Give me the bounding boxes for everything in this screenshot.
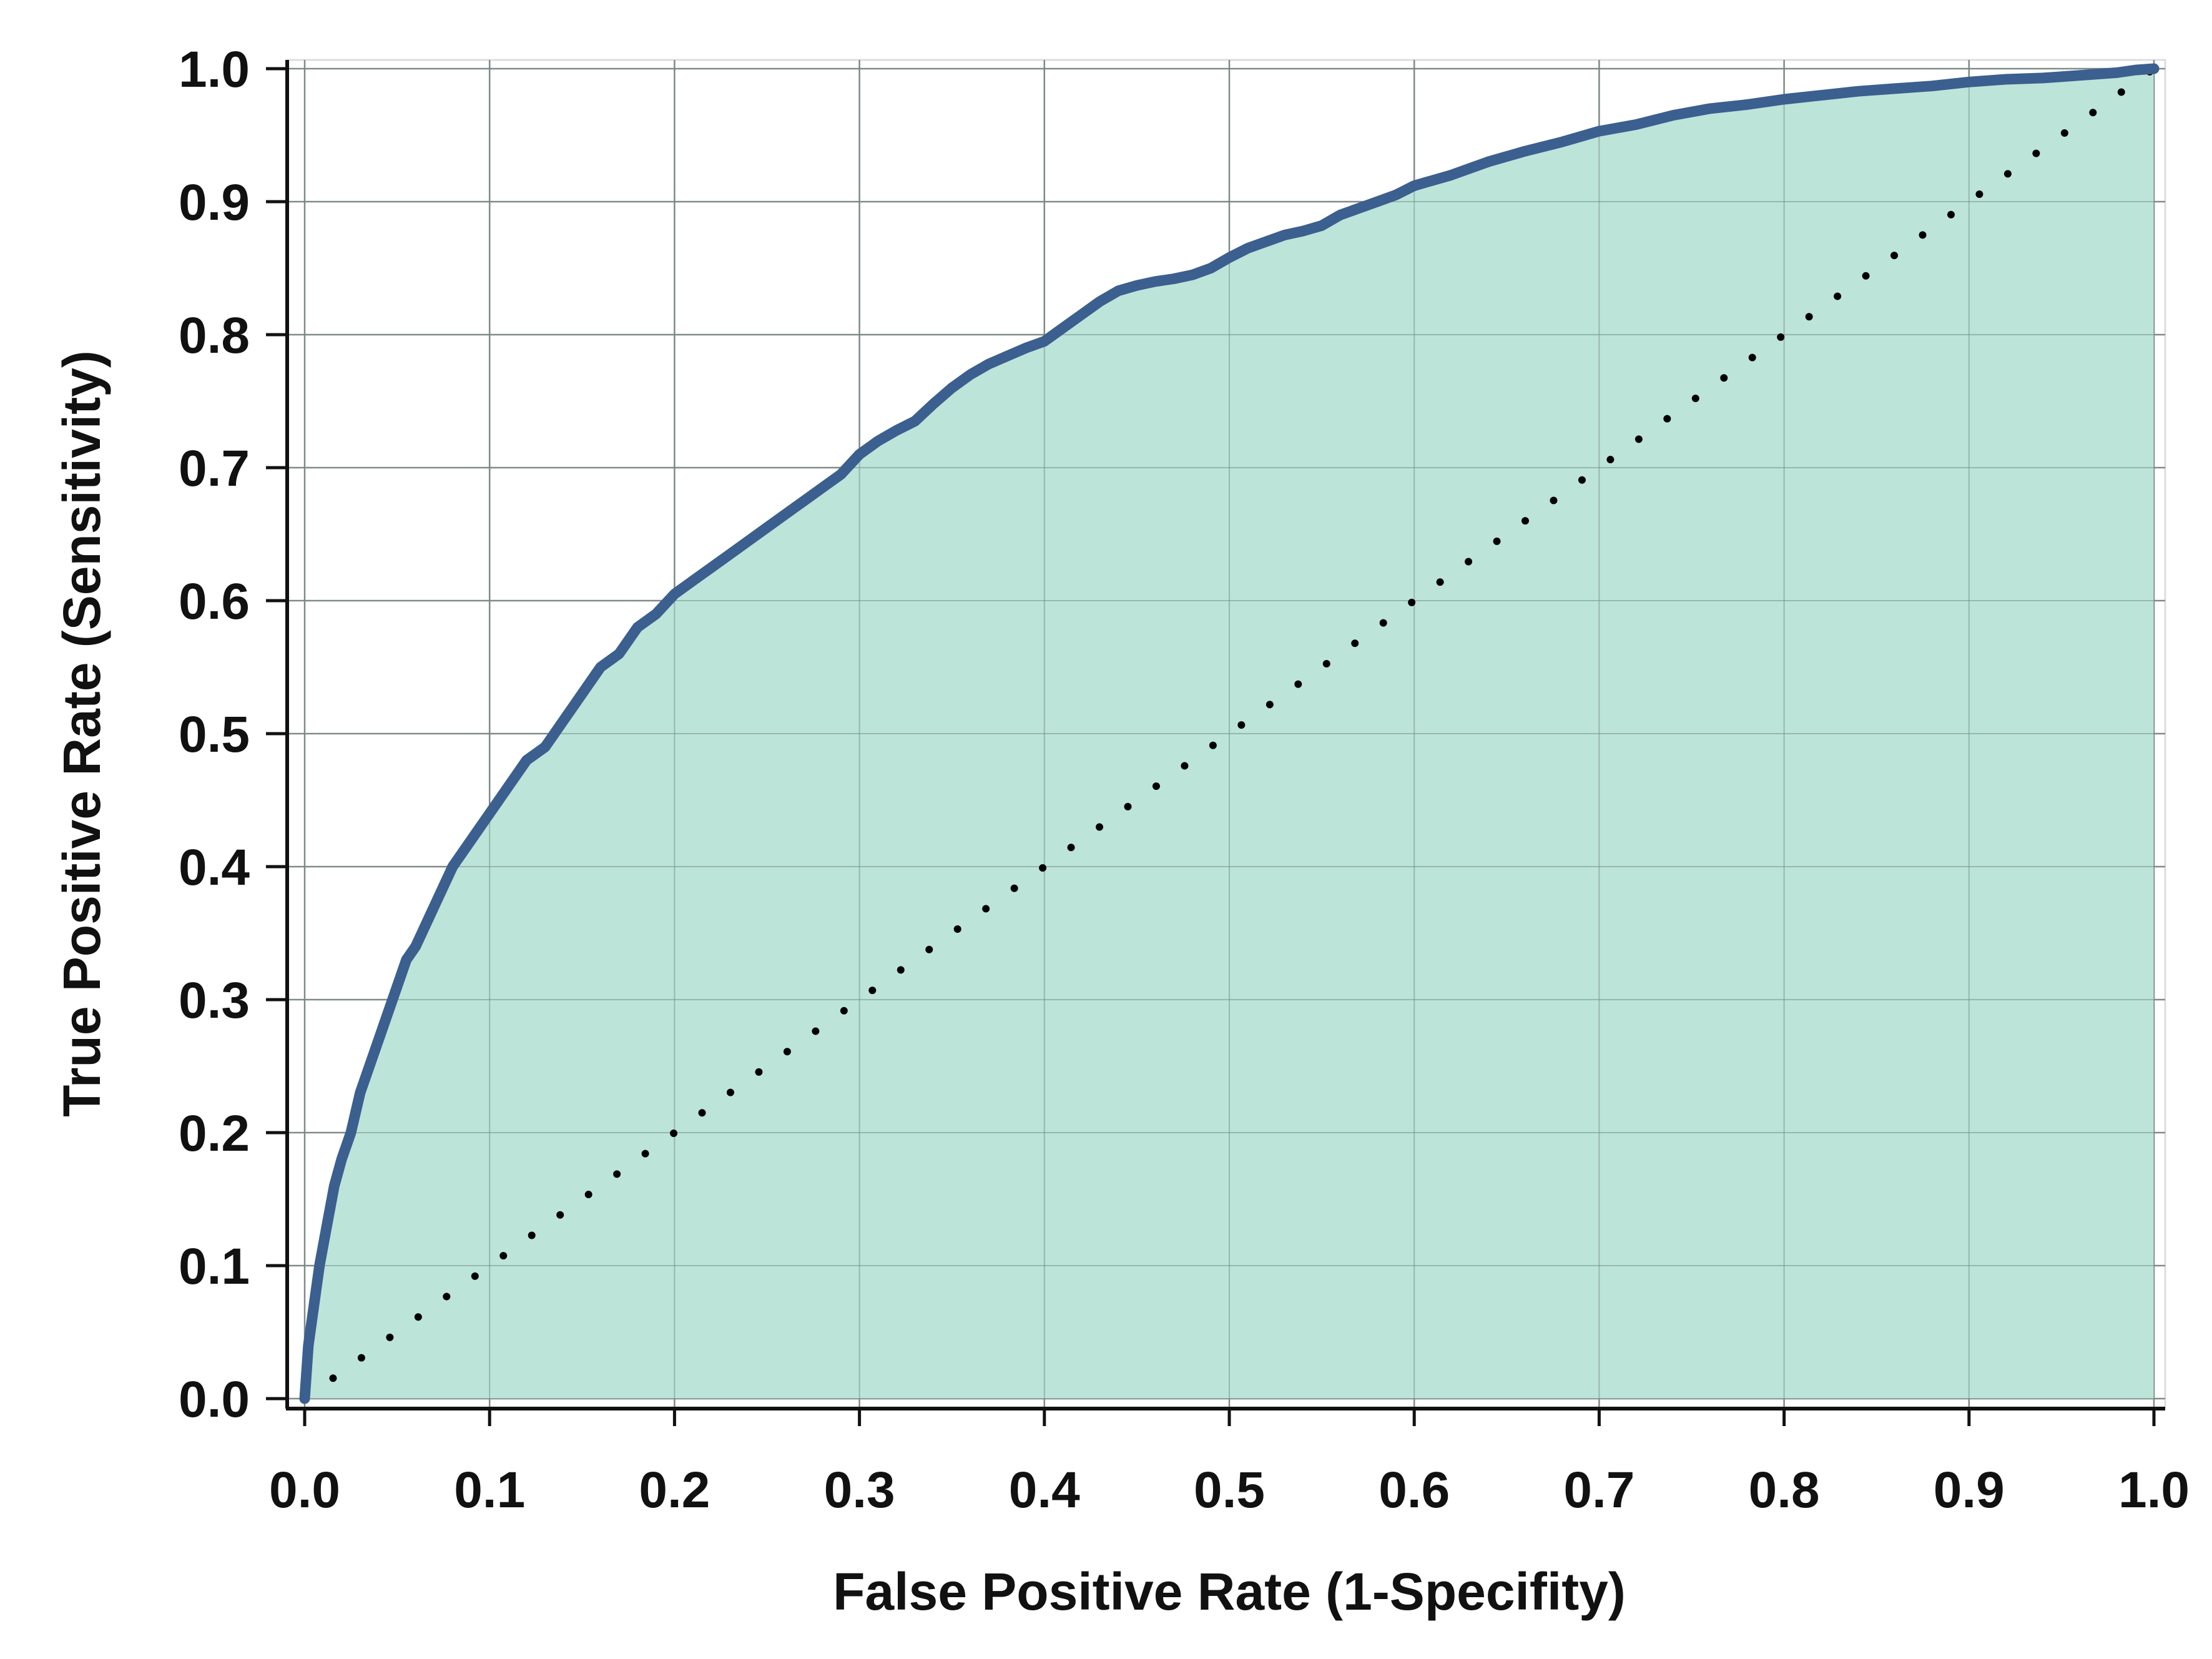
- y-tick-label: 0.7: [179, 440, 250, 497]
- x-tick-label: 0.5: [1194, 1462, 1265, 1519]
- x-tick-label: 0.1: [454, 1462, 525, 1519]
- x-tick-label: 0.0: [269, 1462, 340, 1519]
- y-tick-label: 0.0: [179, 1371, 250, 1428]
- y-axis-ticks: 0.0 0.1 0.2 0.3 0.4 0.5 0.6 0.7 0.8 0.9 1.0: [179, 41, 287, 1428]
- x-tick-label: 0.8: [1749, 1462, 1820, 1519]
- x-axis-ticks: 0.0 0.1 0.2 0.3 0.4 0.5 0.6 0.7 0.8 0.9 1.0: [269, 1409, 2190, 1519]
- y-tick-label: 0.5: [179, 706, 250, 763]
- y-tick-label: 1.0: [179, 41, 250, 98]
- x-tick-label: 0.3: [824, 1462, 895, 1519]
- y-tick-label: 0.6: [179, 573, 250, 630]
- x-tick-label: 0.6: [1379, 1462, 1450, 1519]
- y-axis-title: True Positive Rate (Sensitivity): [52, 350, 111, 1117]
- y-tick-label: 0.3: [179, 972, 250, 1029]
- grid-lines-over-fill: [287, 60, 2165, 1407]
- y-tick-label: 0.1: [179, 1238, 250, 1295]
- x-tick-label: 0.4: [1009, 1462, 1080, 1519]
- x-axis-title: False Positive Rate (1-Specifity): [833, 1562, 1626, 1621]
- x-tick-label: 0.2: [639, 1462, 710, 1519]
- x-tick-label: 0.9: [1934, 1462, 2005, 1519]
- y-tick-label: 0.8: [179, 307, 250, 364]
- y-tick-label: 0.9: [179, 174, 250, 231]
- x-tick-label: 1.0: [2118, 1462, 2190, 1519]
- y-tick-label: 0.2: [179, 1105, 250, 1162]
- roc-curve-line: [299, 63, 2160, 1404]
- y-tick-label: 0.4: [179, 839, 250, 896]
- x-tick-label: 0.7: [1563, 1462, 1634, 1519]
